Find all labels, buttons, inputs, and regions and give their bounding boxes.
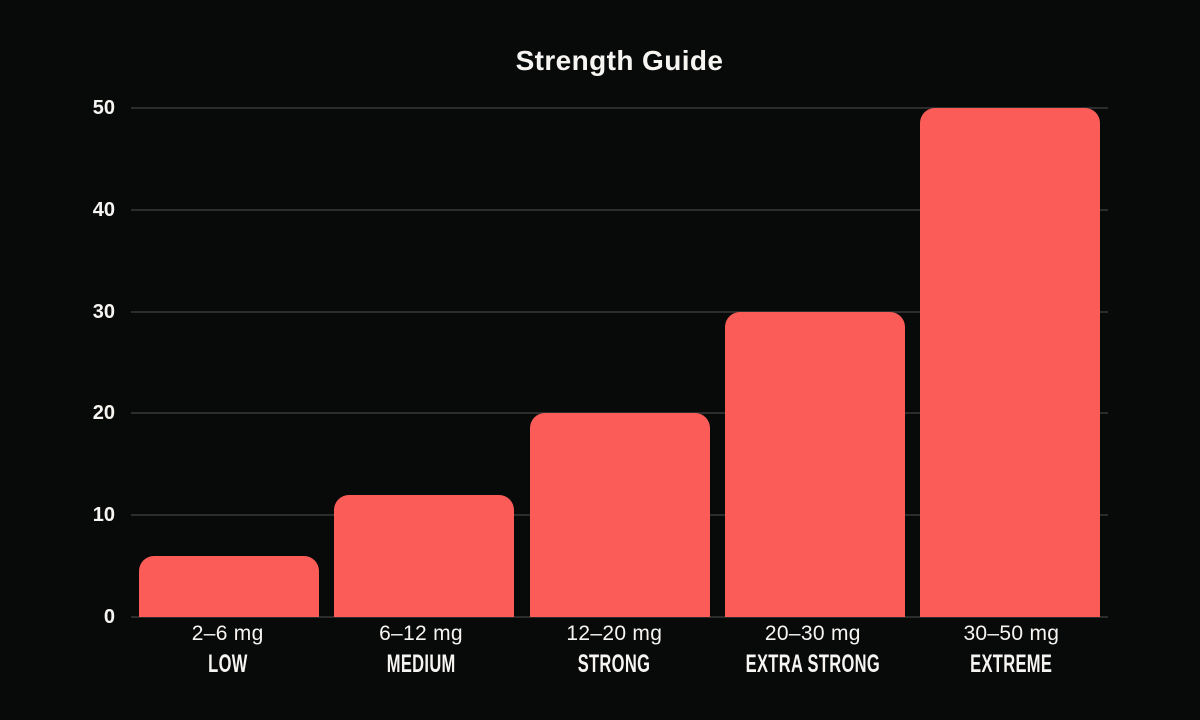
bar-medium (334, 494, 515, 617)
dose-range-label: 30–50 mg (963, 622, 1060, 645)
y-tick-label-40: 40 (92, 198, 115, 221)
x-label-medium: 6–12 mg MEDIUM (324, 622, 517, 679)
chart-title: Strength Guide (515, 45, 724, 76)
dose-range-label: 6–12 mg (379, 622, 463, 645)
x-axis: 2–6 mg LOW 6–12 mg MEDIUM 12–20 mg STRONG 20–3… (131, 622, 1108, 679)
tier-label: EXTRA STRONG (745, 650, 881, 678)
x-label-strong: 12–20 mg STRONG (518, 622, 711, 679)
dose-range-label: 20–30 mg (764, 622, 861, 645)
tier-label: MEDIUM (386, 650, 456, 678)
dose-range-label: 12–20 mg (566, 622, 663, 645)
bar-low (138, 555, 319, 617)
bar-cell-medium (326, 108, 521, 617)
bar-extra-strong (724, 311, 905, 617)
bar-cell-extra-strong (717, 108, 912, 617)
dose-range-label: 2–6 mg (191, 622, 264, 645)
tier-label: STRONG (578, 650, 651, 678)
bar-strong (529, 413, 710, 617)
x-label-low: 2–6 mg LOW (131, 622, 324, 679)
gridline-20 (131, 412, 1108, 415)
gridline-30 (131, 310, 1108, 313)
tier-label: LOW (207, 650, 248, 678)
bar-cell-low (131, 108, 326, 617)
y-tick-label-30: 30 (92, 300, 115, 323)
bar-extreme (920, 108, 1101, 617)
gridline-50 (131, 107, 1108, 109)
gridline-40 (131, 208, 1108, 211)
y-tick-label-20: 20 (92, 402, 115, 425)
bar-cell-extreme (913, 108, 1108, 617)
y-tick-label-10: 10 (92, 504, 115, 527)
tier-label: EXTREME (970, 650, 1053, 678)
gridline-0 (131, 616, 1108, 618)
y-tick-label-50: 50 (92, 97, 115, 119)
x-label-extreme: 30–50 mg EXTREME (915, 622, 1108, 679)
x-label-extra-strong: 20–30 mg EXTRA STRONG (711, 622, 915, 679)
bar-series (131, 108, 1108, 617)
plot-area (131, 107, 1108, 618)
y-tick-label-0: 0 (103, 606, 115, 628)
bar-cell-strong (522, 108, 717, 617)
